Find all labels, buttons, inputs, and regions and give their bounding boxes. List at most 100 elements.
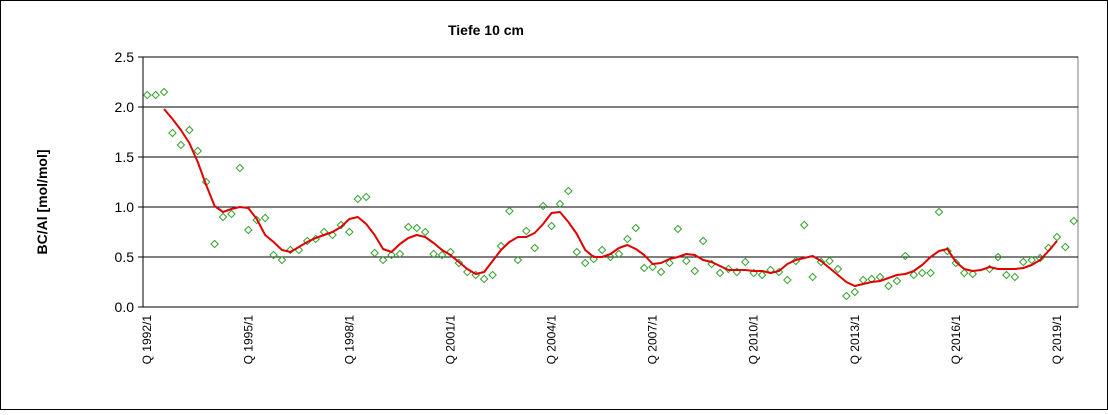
data-point [682,256,691,266]
trend-line [163,108,1058,287]
data-point [505,206,514,216]
data-point [1052,232,1062,242]
data-point [884,281,893,291]
y-axis-label: BC/Al [mol/mol] [34,150,50,255]
data-point [926,268,935,278]
data-point [665,258,674,268]
data-point [530,243,539,253]
data-point [437,250,447,260]
y-tick-label: 0.0 [115,299,135,315]
data-point [142,90,152,100]
data-point [538,201,548,211]
data-point [1027,255,1036,265]
x-tick-label: Q 2004/1 [545,315,559,365]
x-tick-label: Q 1992/1 [140,315,154,365]
data-point [580,258,590,268]
x-tick-label: Q 2016/1 [949,315,963,365]
data-point [1061,242,1070,252]
data-point [597,245,607,255]
data-point [260,213,270,223]
data-point [614,249,624,259]
data-point [252,215,262,225]
x-tick-label: Q 2019/1 [1050,315,1064,365]
data-point [547,221,556,231]
data-point [378,255,388,265]
x-tick-label: Q 1998/1 [342,315,356,365]
data-point [404,222,413,232]
data-point [159,87,169,97]
data-point [799,220,809,230]
data-point [412,223,422,233]
x-tick-label: Q 2001/1 [443,315,457,365]
data-point [555,199,565,209]
data-point [993,252,1003,262]
data-point [639,263,649,273]
data-point [656,267,666,277]
y-tick-label: 2.5 [115,49,135,65]
data-point [715,268,725,278]
data-point [420,227,430,237]
x-tick-label: Q 2013/1 [848,315,862,365]
data-point [816,257,826,267]
y-tick-label: 1.5 [115,149,135,165]
data-point [227,209,236,219]
data-point [833,264,843,274]
data-point [564,186,573,196]
data-point [850,287,860,297]
data-point [193,146,203,156]
data-point [917,268,927,278]
data-point [488,270,497,280]
data-point [235,163,245,173]
data-point [218,212,228,222]
data-point [909,270,919,280]
data-point [623,234,632,244]
x-tick-label: Q 1995/1 [241,315,255,365]
plot-area [142,56,1079,308]
data-point [479,274,489,284]
y-tick-label: 2.0 [115,99,135,115]
data-point [1069,216,1079,226]
data-point [842,291,851,301]
data-point [176,140,186,150]
data-point [395,249,405,259]
data-point [934,207,944,217]
chart-title: Tiefe 10 cm [448,22,524,38]
data-point [825,256,834,266]
data-point [151,90,160,100]
x-tick-label: Q 2010/1 [747,315,761,365]
data-point [572,247,582,257]
data-point [631,223,641,233]
y-tick-label: 0.5 [115,249,135,265]
data-point [387,250,396,260]
data-point [951,258,961,268]
data-point [968,269,978,279]
data-point [361,192,371,202]
data-point [1002,270,1011,280]
data-point [648,262,657,272]
data-point [185,125,194,135]
data-point [454,258,464,268]
data-point [277,255,287,265]
y-tick-label: 1.0 [115,199,135,215]
data-point [1018,257,1028,267]
data-point [757,270,767,280]
data-point [892,276,902,286]
data-point [673,224,683,234]
data-point [286,245,295,255]
data-point [243,225,253,235]
x-tick-label: Q 2007/1 [646,315,660,365]
data-point [370,248,379,258]
data-point [808,272,817,282]
data-point [513,255,523,265]
data-point [210,239,219,249]
data-point [740,257,750,267]
data-point [783,275,792,285]
data-point [959,268,969,278]
data-point [521,226,531,236]
data-point [901,251,910,261]
data-point [429,249,438,259]
data-point [1010,272,1020,282]
data-point [690,266,700,276]
data-point [698,236,708,246]
